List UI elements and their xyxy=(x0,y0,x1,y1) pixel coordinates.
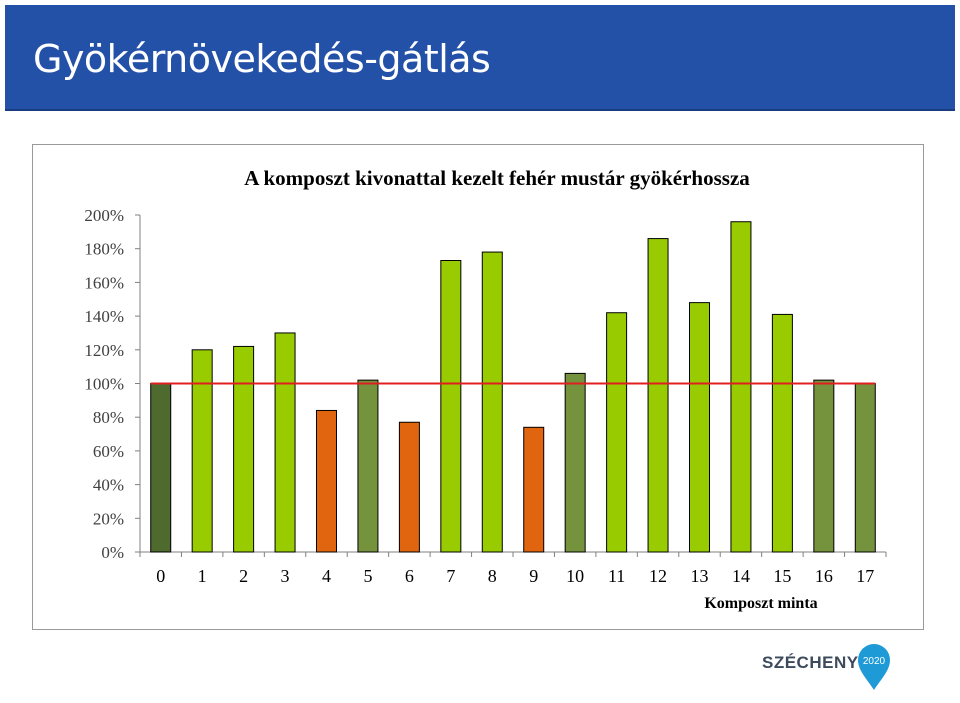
bar xyxy=(316,409,337,553)
x-tick-label: 1 xyxy=(198,566,207,586)
bar xyxy=(813,379,835,553)
x-tick-label: 14 xyxy=(732,566,750,586)
y-tick-label: 0% xyxy=(101,543,124,562)
logo-text: SZÉCHENYI xyxy=(762,653,864,672)
plot-area: 0% 20% 40% 60% 80% 100% 120% 140% 160% 180% 200% 0 1… xyxy=(84,206,887,586)
bar xyxy=(647,238,669,553)
x-tick-label: 3 xyxy=(281,566,290,586)
chart-frame: A komposzt kivonattal kezelt fehér mustá… xyxy=(32,144,924,630)
page-title: Gyökérnövekedés-gátlás xyxy=(33,37,491,81)
x-tick-label: 8 xyxy=(488,566,497,586)
header-bar: Gyökérnövekedés-gátlás xyxy=(5,5,955,111)
x-tick-label: 7 xyxy=(446,566,455,586)
bar xyxy=(440,259,462,553)
bar xyxy=(481,251,503,553)
x-tick-label: 12 xyxy=(649,566,667,586)
bar xyxy=(274,332,296,553)
bar xyxy=(771,313,793,553)
bar xyxy=(191,349,213,553)
bar xyxy=(564,372,586,553)
bar xyxy=(730,221,752,553)
bar xyxy=(606,312,628,553)
y-tick-label: 60% xyxy=(93,442,124,461)
bar-chart: A komposzt kivonattal kezelt fehér mustá… xyxy=(84,166,887,612)
logo-year: 2020 xyxy=(863,656,886,667)
bar xyxy=(689,302,710,553)
x-tick-label: 17 xyxy=(856,566,874,586)
y-tick-label: 180% xyxy=(84,240,124,259)
x-tick-label: 13 xyxy=(691,566,709,586)
szechenyi-logo: SZÉCHENYI 2020 xyxy=(756,640,896,692)
y-tick-label: 160% xyxy=(84,273,124,292)
x-axis-label: Komposzt minta xyxy=(704,595,817,612)
x-tick-label: 16 xyxy=(815,566,833,586)
chart-title: A komposzt kivonattal kezelt fehér mustá… xyxy=(244,166,750,190)
x-tick-label: 2 xyxy=(239,566,248,586)
y-tick-label: 140% xyxy=(84,307,124,326)
x-tick-label: 5 xyxy=(363,566,372,586)
x-tick-label: 15 xyxy=(773,566,791,586)
y-tick-label: 100% xyxy=(84,375,124,394)
bar xyxy=(150,383,172,553)
x-tick-label: 11 xyxy=(608,566,625,586)
bar xyxy=(398,421,420,553)
x-tick-label: 0 xyxy=(156,566,165,586)
location-pin-icon: 2020 xyxy=(858,644,890,690)
bar xyxy=(357,379,379,553)
y-tick-label: 200% xyxy=(84,206,124,225)
y-tick-label: 40% xyxy=(93,476,124,495)
x-tick-label: 4 xyxy=(322,566,331,586)
y-tick-label: 20% xyxy=(93,509,124,528)
y-tick-label: 120% xyxy=(84,341,124,360)
bar xyxy=(854,383,876,553)
bar xyxy=(233,345,255,553)
x-tick-label: 9 xyxy=(529,566,538,586)
x-tick-label: 6 xyxy=(405,566,414,586)
y-tick-label: 80% xyxy=(93,408,124,427)
bar xyxy=(523,426,545,553)
x-tick-label: 10 xyxy=(566,566,584,586)
